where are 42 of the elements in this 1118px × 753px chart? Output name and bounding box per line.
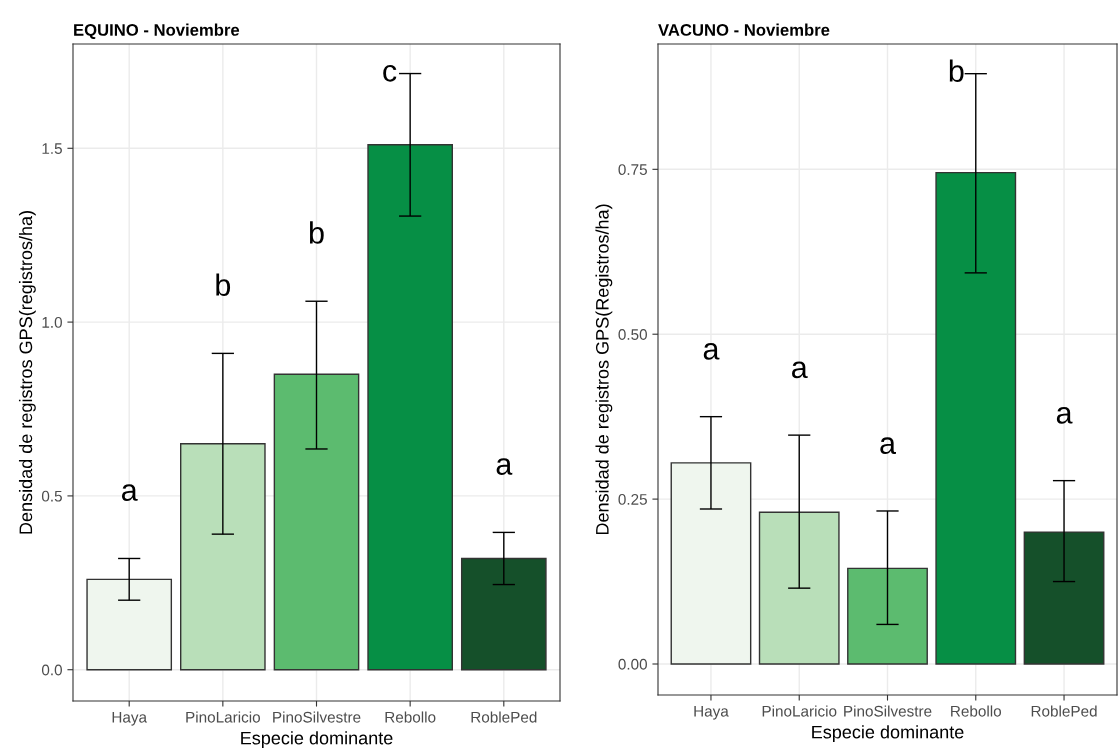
annotation: a [1056, 407, 1073, 424]
x-tick-label: PinoSilvestre [844, 705, 932, 717]
bar [935, 171, 1017, 665]
y-tick-label: 0.25 [618, 493, 647, 505]
bar [758, 511, 840, 665]
x-tick-label: Rebollo [385, 711, 436, 723]
annotation: a [792, 361, 808, 379]
annotation: a [122, 484, 138, 501]
x-tick-label: PinoSilvestre [273, 711, 361, 723]
bar [180, 443, 266, 671]
y-axis-title: Densidad de registros GPS(registros/ha) [18, 211, 36, 534]
y-tick-label: 1.0 [42, 316, 62, 328]
annotation: b [216, 273, 231, 296]
x-tick-label: PinoLaricio [186, 711, 260, 723]
y-axis-title: Densidad de registros GPS(Registros/ha) [595, 204, 613, 535]
x-axis-title: Especie dominante [241, 731, 393, 749]
x-tick-label: RoblePed [471, 711, 537, 723]
bar [367, 144, 453, 671]
x-tick-label: Haya [694, 705, 729, 720]
x-tick-label: RoblePed [1031, 705, 1097, 717]
y-tick-label: 0.75 [618, 164, 647, 176]
y-tick-label: 0.0 [41, 664, 62, 676]
x-tick-label: Haya [112, 711, 148, 726]
chart-title: EQUINO - Noviembre [74, 23, 240, 39]
x-axis-title: Especie dominante [812, 725, 964, 743]
y-tick-label: 1.5 [42, 143, 62, 154]
annotation: b [949, 59, 964, 82]
annotation: a [880, 437, 896, 455]
bar [273, 373, 360, 671]
annotation: c [383, 65, 397, 82]
y-tick-label: 0.50 [618, 329, 647, 340]
annotation: a [496, 458, 513, 475]
bar [460, 557, 547, 671]
bar [847, 567, 928, 665]
x-tick-label: PinoLaricio [762, 705, 837, 717]
y-tick-label: 0.5 [41, 490, 62, 502]
chart-title: VACUNO - Noviembre [658, 23, 830, 36]
y-tick-label: 0.00 [618, 658, 647, 670]
annotation: a [703, 343, 720, 360]
bar [1023, 531, 1105, 665]
annotation: b [309, 221, 324, 244]
x-tick-label: Rebollo [951, 705, 1002, 717]
